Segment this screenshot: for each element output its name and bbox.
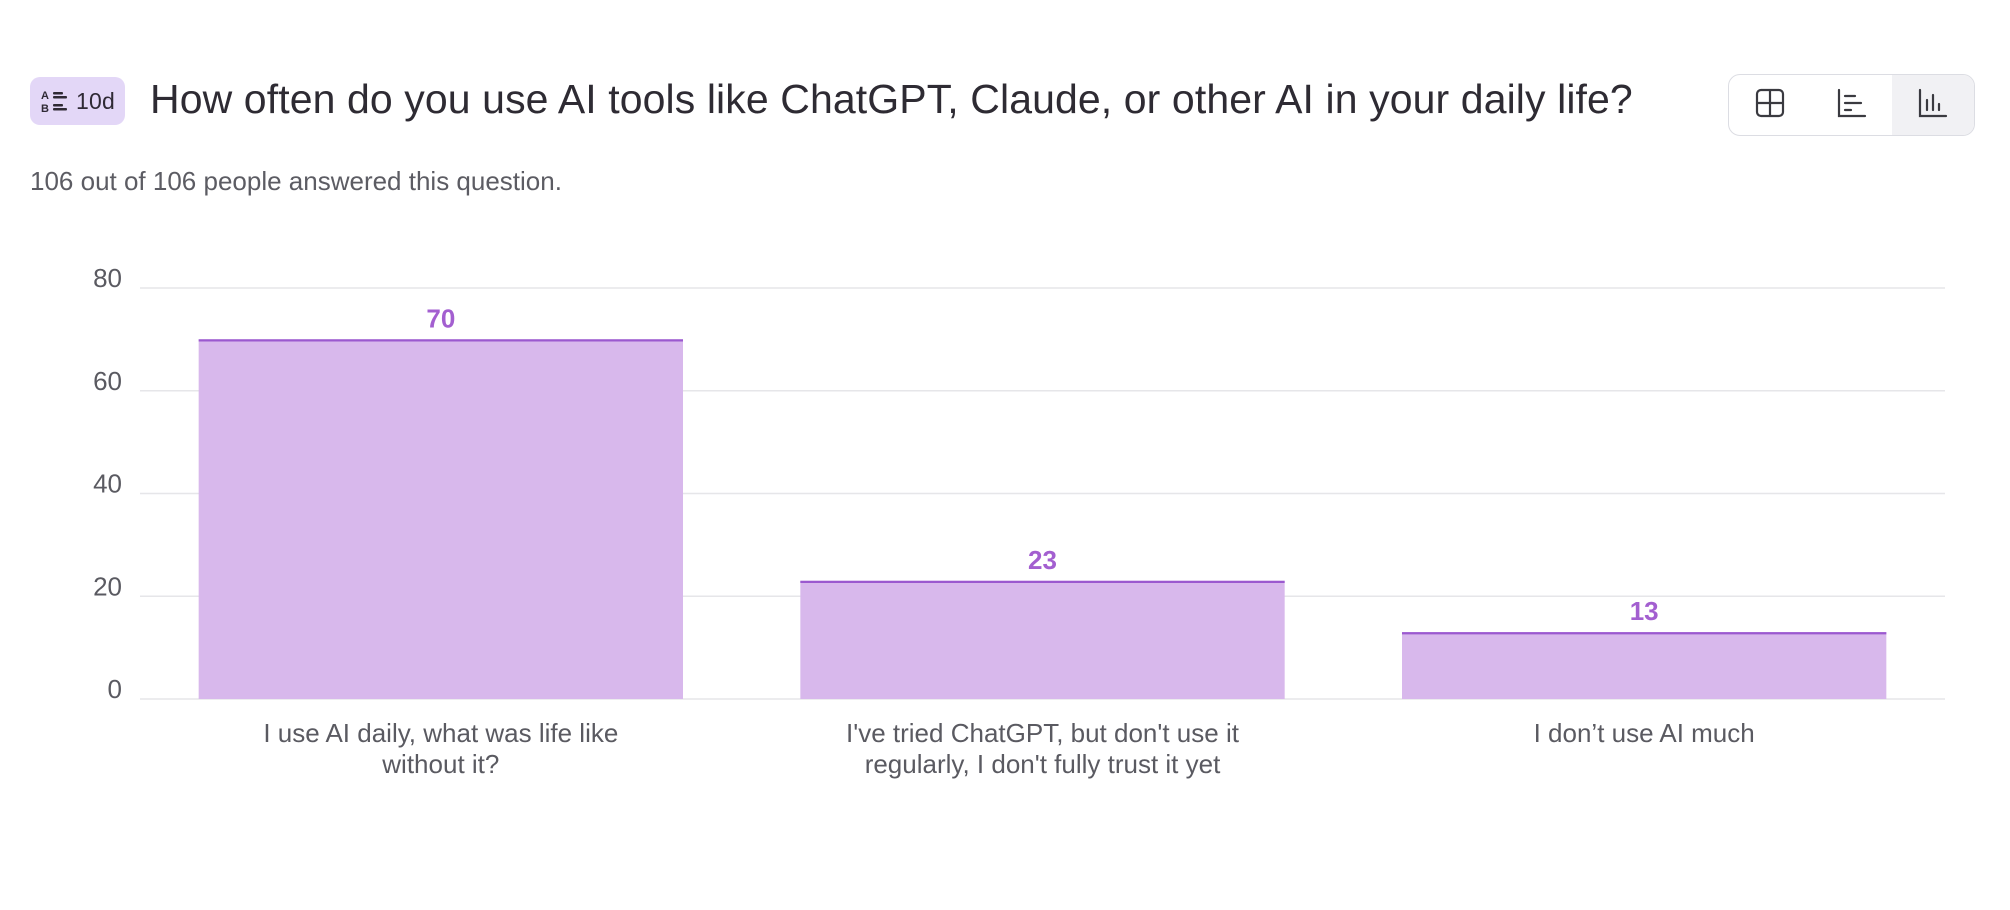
chart-view-toggle	[1728, 74, 1975, 136]
y-tick-label: 20	[93, 571, 122, 601]
value-labels: 70 23 13	[426, 303, 1658, 626]
y-tick-label: 80	[93, 263, 122, 293]
svg-text:B: B	[41, 103, 49, 114]
question-header: A B 10d How often do you use AI tools li…	[0, 0, 2010, 150]
bar[interactable]	[1401, 632, 1887, 699]
table-view-button[interactable]	[1729, 75, 1811, 135]
x-category-label: I use AI daily, what was life like	[263, 718, 618, 748]
bars	[198, 339, 1887, 699]
horizontal-bar-chart-icon	[1836, 87, 1868, 124]
bar-value-label: 23	[1028, 545, 1057, 575]
y-tick-label: 40	[93, 469, 122, 499]
x-category-label: regularly, I don't fully trust it yet	[865, 749, 1221, 779]
x-category-label: I've tried ChatGPT, but don't use it	[846, 718, 1240, 748]
vertical-bar-view-button[interactable]	[1892, 75, 1974, 135]
y-axis-ticks: 0 20 40 60 80	[93, 263, 122, 704]
bar-value-label: 70	[426, 303, 455, 333]
question-number: 10d	[76, 87, 115, 114]
x-category-label: I don’t use AI much	[1534, 718, 1755, 748]
table-icon	[1754, 87, 1786, 124]
y-tick-label: 0	[108, 674, 122, 704]
bar[interactable]	[198, 339, 684, 699]
responses-summary: 106 out of 106 people answered this ques…	[30, 166, 562, 196]
question-title: How often do you use AI tools like ChatG…	[150, 76, 1633, 122]
bar[interactable]	[800, 580, 1285, 699]
horizontal-bar-view-button[interactable]	[1811, 75, 1893, 135]
multiple-choice-icon: A B	[40, 88, 70, 114]
svg-text:A: A	[41, 90, 49, 102]
x-axis-labels: I use AI daily, what was life likewithou…	[263, 718, 1754, 779]
y-tick-label: 60	[93, 366, 122, 396]
question-type-badge: A B 10d	[30, 77, 125, 125]
x-category-label: without it?	[381, 749, 499, 779]
vertical-bar-chart-icon	[1917, 87, 1949, 124]
bar-value-label: 13	[1630, 596, 1659, 626]
